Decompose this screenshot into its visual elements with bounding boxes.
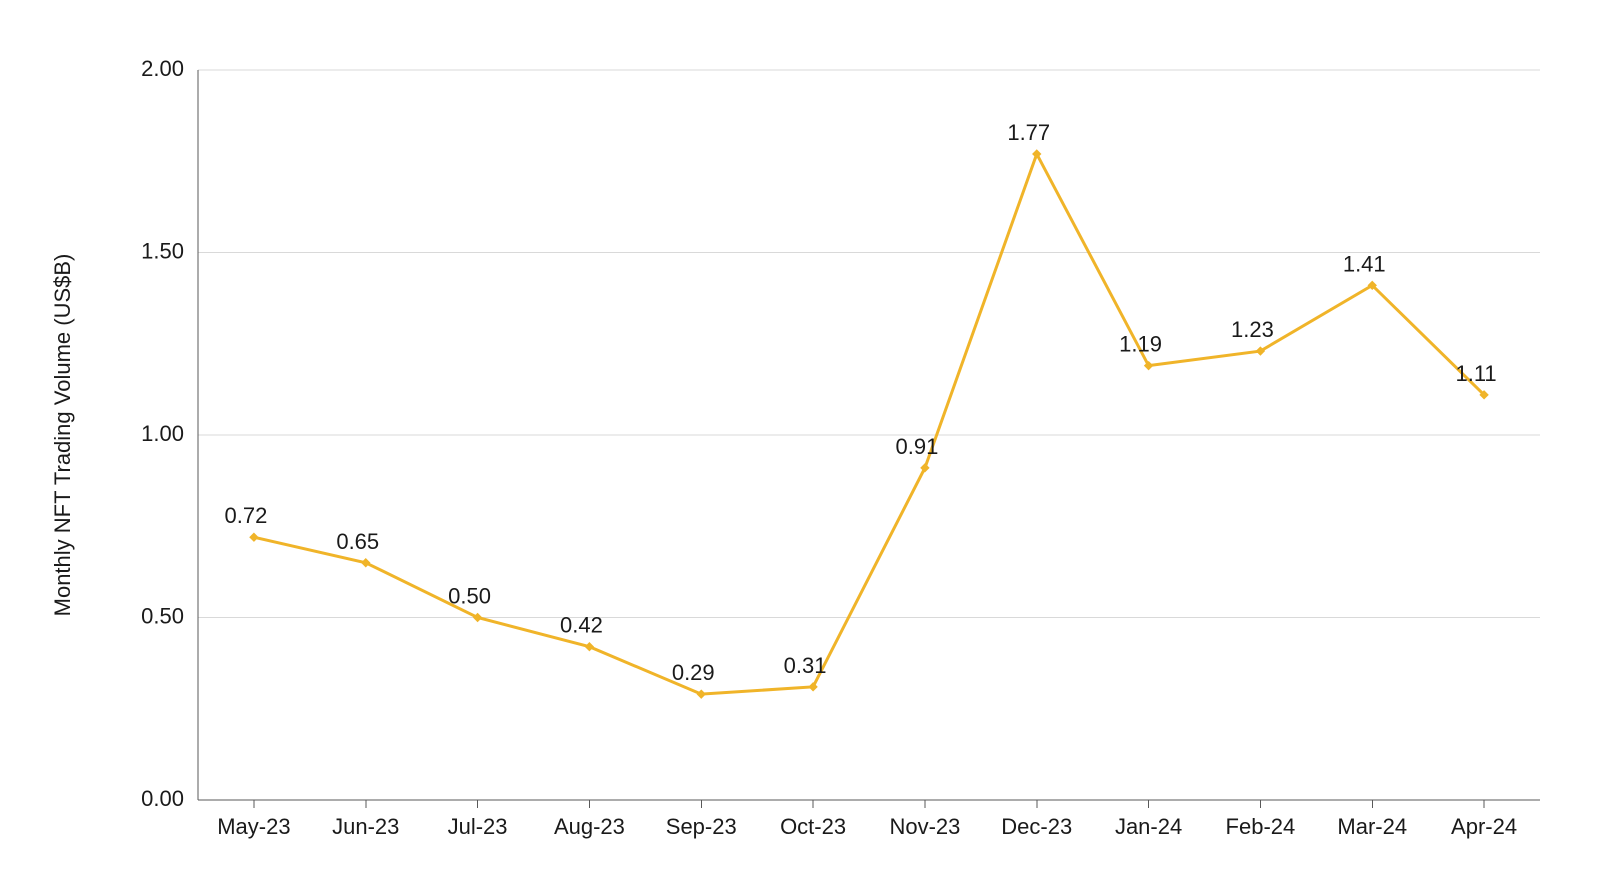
x-tick-label: Jan-24 xyxy=(1115,814,1182,839)
x-tick-label: Jul-23 xyxy=(448,814,508,839)
x-tick-label: Nov-23 xyxy=(889,814,960,839)
y-tick-label: 2.00 xyxy=(141,56,184,81)
x-tick-label: Sep-23 xyxy=(666,814,737,839)
value-label: 1.77 xyxy=(1007,120,1050,145)
x-tick-label: May-23 xyxy=(217,814,290,839)
line-chart: 0.00 0.50 1.00 1.50 2.00 May-23 Jun-23 Jul-23 Au… xyxy=(0,0,1600,883)
y-axis-title: Monthly NFT Trading Volume (US$B) xyxy=(50,254,75,617)
value-label: 0.65 xyxy=(336,529,379,554)
chart-container: 0.00 0.50 1.00 1.50 2.00 May-23 Jun-23 Jul-23 Au… xyxy=(0,0,1600,883)
value-label: 0.91 xyxy=(896,434,939,459)
y-tick-label: 0.50 xyxy=(141,603,184,628)
x-tick-label: Mar-24 xyxy=(1337,814,1407,839)
x-tick-label: Dec-23 xyxy=(1001,814,1072,839)
value-label: 0.31 xyxy=(784,653,827,678)
y-tick-label: 0.00 xyxy=(141,786,184,811)
y-tick-label: 1.50 xyxy=(141,238,184,263)
value-label: 0.29 xyxy=(672,660,715,685)
value-label: 1.11 xyxy=(1455,361,1496,386)
value-label: 0.42 xyxy=(560,613,603,638)
x-tick-label: Feb-24 xyxy=(1226,814,1296,839)
x-tick-label: Jun-23 xyxy=(332,814,399,839)
chart-background xyxy=(0,0,1600,883)
x-tick-label: Aug-23 xyxy=(554,814,625,839)
value-label: 1.41 xyxy=(1343,251,1386,276)
value-label: 1.19 xyxy=(1119,332,1162,357)
value-label: 0.72 xyxy=(225,503,268,528)
value-label: 1.23 xyxy=(1231,317,1274,342)
x-tick-label: Apr-24 xyxy=(1451,814,1517,839)
value-label: 0.50 xyxy=(448,584,491,609)
x-tick-label: Oct-23 xyxy=(780,814,846,839)
y-tick-label: 1.00 xyxy=(141,421,184,446)
